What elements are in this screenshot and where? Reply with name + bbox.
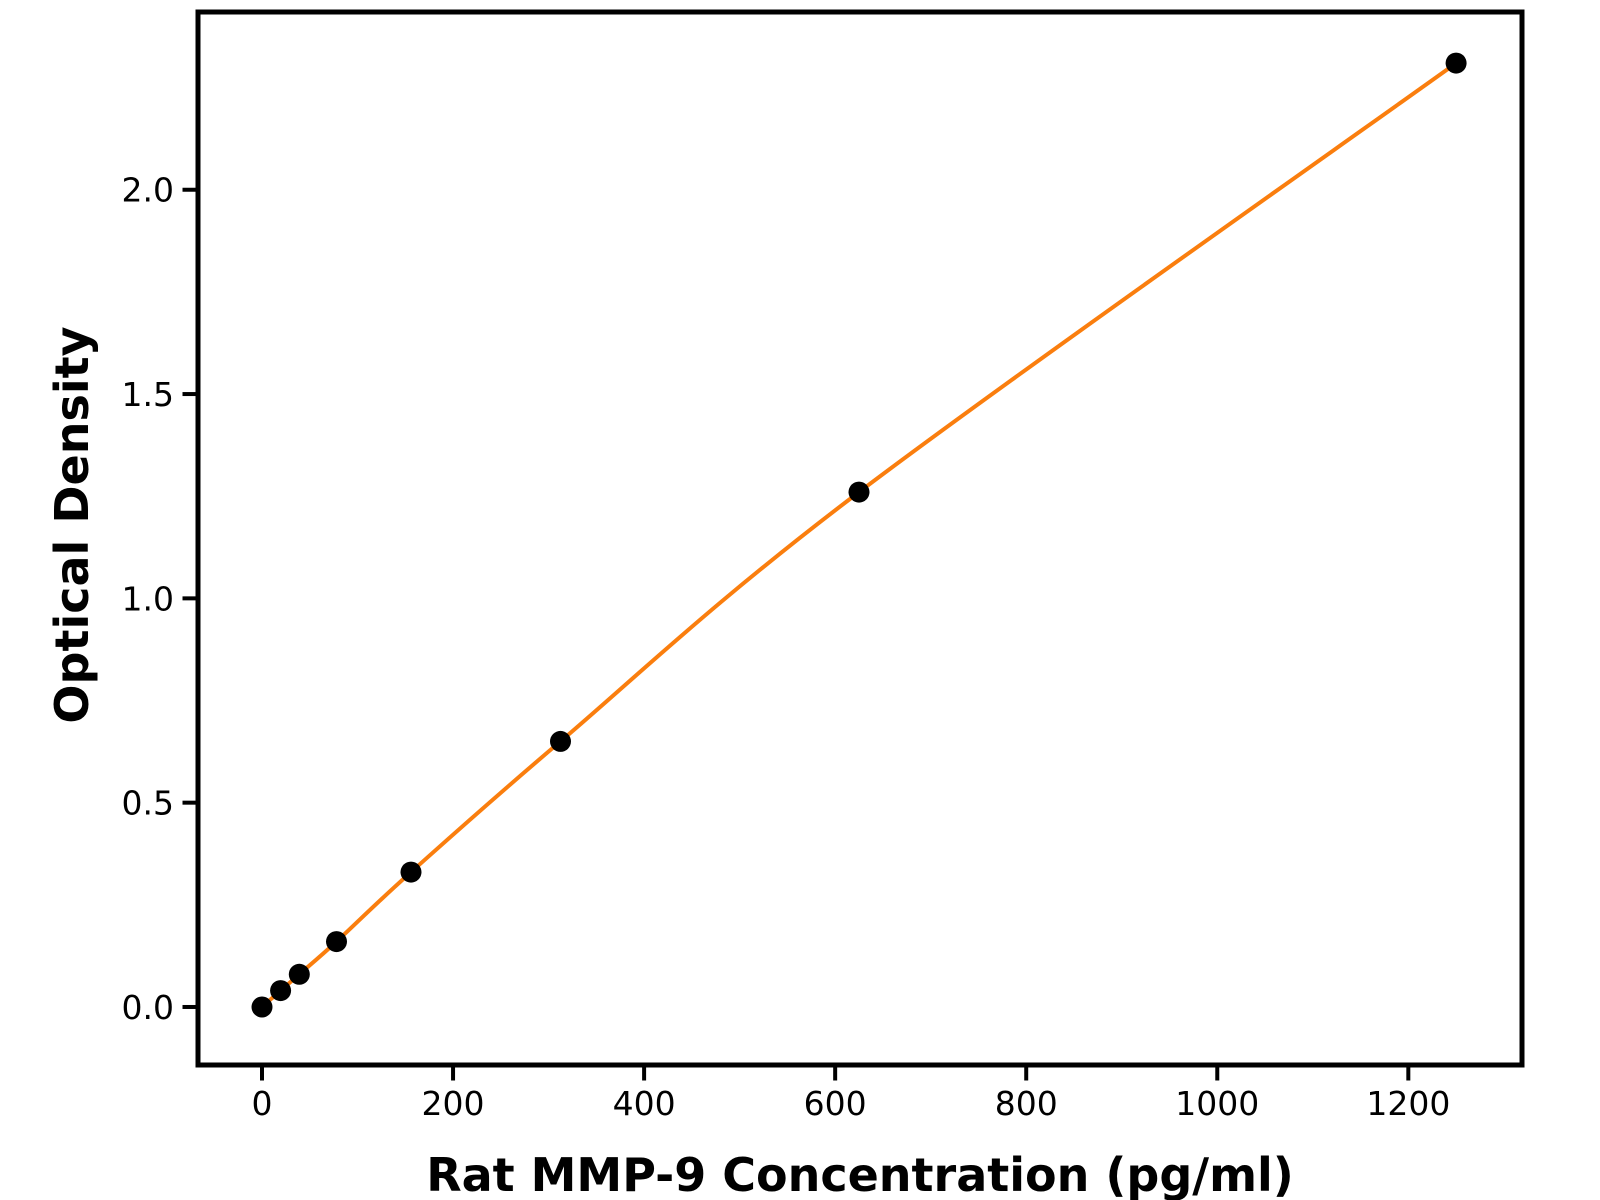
y-axis-tick-label: 0.0 xyxy=(122,988,174,1027)
y-axis-tick-label: 0.5 xyxy=(122,784,174,823)
y-axis-tick-label: 2.0 xyxy=(122,171,174,210)
y-axis-tick-label: 1.5 xyxy=(122,375,174,414)
plot-area: 0 200 400 600 800 1000 1200 0.0 0.5 1.0 1.5 2.0 xyxy=(122,9,1525,1123)
data-point-marker xyxy=(400,861,422,883)
data-point-marker xyxy=(270,980,292,1002)
x-axis-tick-label: 200 xyxy=(422,1084,485,1123)
y-axis-tick-label: 1.0 xyxy=(122,579,174,618)
data-point-marker xyxy=(251,996,273,1018)
x-axis-tick-label: 600 xyxy=(804,1084,867,1123)
data-point-marker xyxy=(1445,52,1467,74)
data-point-marker xyxy=(288,963,310,985)
x-axis-tick-label: 0 xyxy=(252,1084,273,1123)
y-axis-title: Optical Density xyxy=(45,326,99,723)
data-point-marker xyxy=(848,481,870,503)
plot-frame xyxy=(195,9,1525,1068)
x-axis-tick-label: 1000 xyxy=(1175,1084,1259,1123)
standard-curve-line xyxy=(260,61,1459,1009)
x-axis-tick-label: 800 xyxy=(995,1084,1058,1123)
x-axis-title: Rat MMP-9 Concentration (pg/ml) xyxy=(426,1148,1294,1200)
x-axis-tick-label: 1200 xyxy=(1366,1084,1450,1123)
x-axis-tick-label: 400 xyxy=(613,1084,676,1123)
data-point-marker xyxy=(326,931,347,953)
data-point-marker xyxy=(550,730,571,752)
